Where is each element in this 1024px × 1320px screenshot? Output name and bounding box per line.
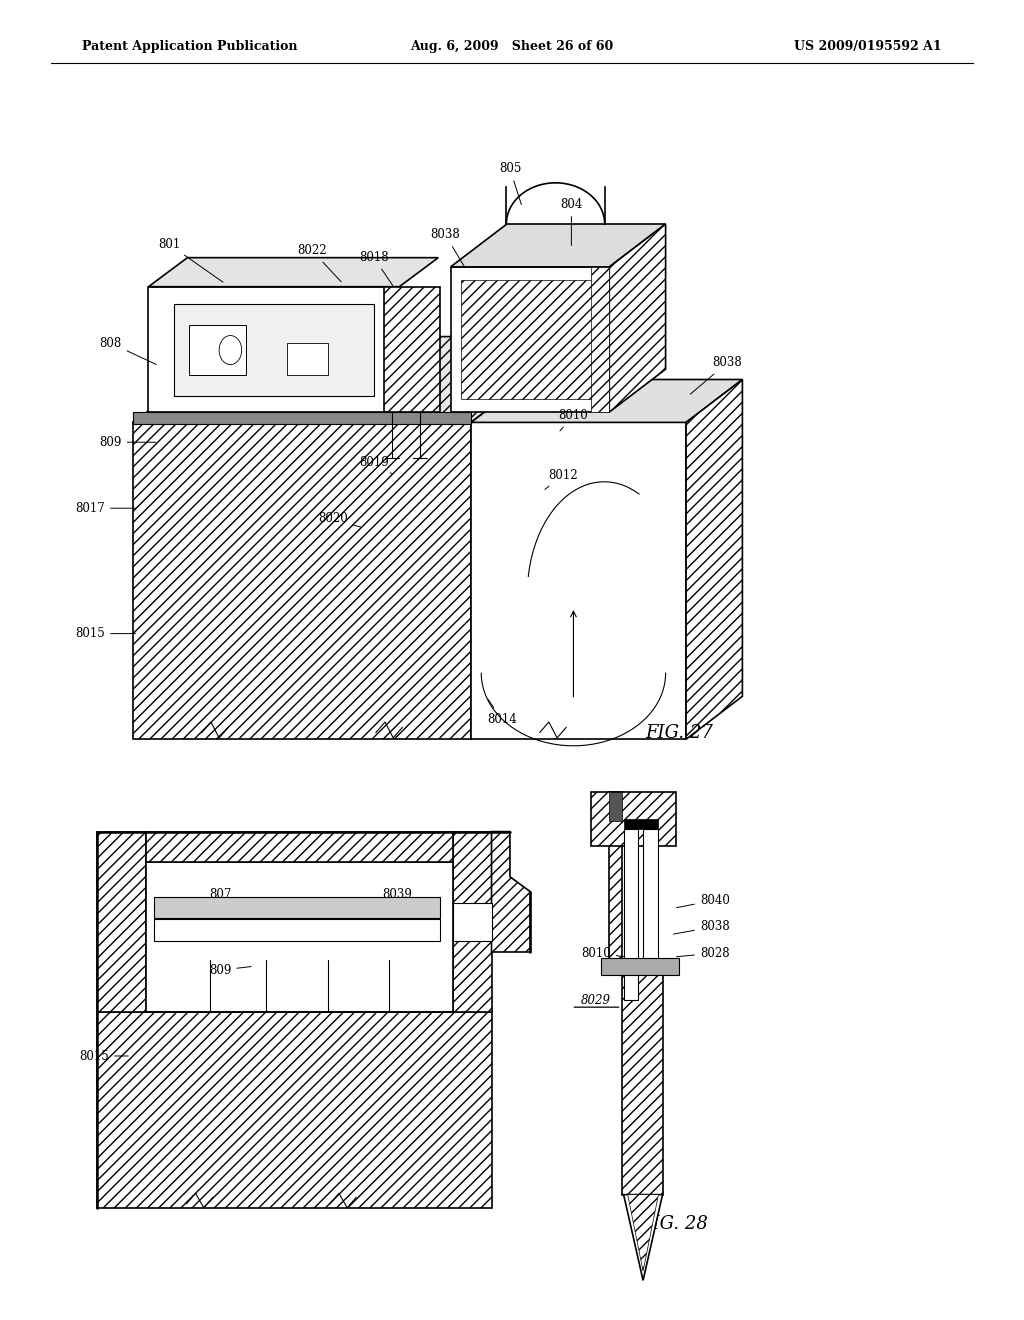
Polygon shape bbox=[148, 286, 399, 412]
Polygon shape bbox=[624, 818, 658, 829]
Polygon shape bbox=[609, 224, 666, 412]
Polygon shape bbox=[622, 975, 663, 1195]
Text: 8029: 8029 bbox=[581, 994, 611, 1007]
Polygon shape bbox=[609, 792, 622, 821]
Polygon shape bbox=[146, 832, 453, 862]
Text: 8038: 8038 bbox=[430, 228, 465, 267]
Polygon shape bbox=[133, 337, 584, 422]
Text: 8017: 8017 bbox=[75, 502, 135, 515]
Bar bbox=[154, 919, 440, 941]
Text: 8010: 8010 bbox=[581, 946, 624, 960]
Text: 8038: 8038 bbox=[674, 920, 730, 935]
Text: 8010: 8010 bbox=[558, 409, 589, 430]
Polygon shape bbox=[384, 286, 440, 412]
Polygon shape bbox=[601, 958, 679, 975]
Text: 8014: 8014 bbox=[486, 700, 517, 726]
Polygon shape bbox=[148, 257, 438, 286]
Bar bbox=[154, 898, 440, 919]
Text: 8038: 8038 bbox=[690, 356, 742, 395]
Polygon shape bbox=[492, 832, 530, 952]
Text: 805: 805 bbox=[499, 162, 521, 205]
Bar bbox=[453, 903, 492, 941]
Polygon shape bbox=[624, 829, 638, 1001]
Polygon shape bbox=[453, 832, 492, 1012]
Polygon shape bbox=[643, 829, 658, 966]
Text: 8028: 8028 bbox=[677, 946, 729, 960]
Bar bbox=[189, 325, 246, 375]
Text: 809: 809 bbox=[209, 964, 251, 977]
Text: 8022: 8022 bbox=[298, 244, 341, 281]
Text: 8019: 8019 bbox=[358, 455, 392, 474]
Polygon shape bbox=[686, 380, 742, 739]
Text: 801: 801 bbox=[158, 238, 223, 282]
Polygon shape bbox=[97, 832, 146, 1012]
Text: 8018: 8018 bbox=[359, 251, 392, 285]
Text: 8015: 8015 bbox=[75, 627, 135, 640]
Text: 8012: 8012 bbox=[545, 469, 578, 490]
Polygon shape bbox=[591, 267, 609, 412]
Polygon shape bbox=[97, 1012, 492, 1208]
Polygon shape bbox=[133, 412, 471, 424]
Text: 8040: 8040 bbox=[677, 894, 730, 908]
Text: 8015: 8015 bbox=[79, 1049, 128, 1063]
Polygon shape bbox=[133, 422, 471, 739]
Text: 8039: 8039 bbox=[382, 888, 416, 907]
Bar bbox=[287, 343, 328, 375]
Polygon shape bbox=[461, 280, 599, 399]
Text: 808: 808 bbox=[99, 337, 157, 364]
Bar bbox=[174, 304, 374, 396]
Text: 804: 804 bbox=[560, 198, 583, 246]
Text: 8020: 8020 bbox=[317, 512, 360, 527]
Polygon shape bbox=[451, 267, 609, 412]
Bar bbox=[146, 862, 453, 1012]
Text: 807: 807 bbox=[209, 888, 251, 907]
Text: US 2009/0195592 A1: US 2009/0195592 A1 bbox=[795, 40, 942, 53]
Polygon shape bbox=[451, 224, 666, 267]
Text: FIG. 27: FIG. 27 bbox=[645, 723, 713, 742]
Text: Aug. 6, 2009   Sheet 26 of 60: Aug. 6, 2009 Sheet 26 of 60 bbox=[411, 40, 613, 53]
Polygon shape bbox=[628, 1195, 658, 1271]
Text: FIG. 28: FIG. 28 bbox=[640, 1214, 708, 1233]
Polygon shape bbox=[471, 337, 584, 739]
Polygon shape bbox=[609, 792, 622, 966]
Polygon shape bbox=[471, 380, 742, 422]
Text: Patent Application Publication: Patent Application Publication bbox=[82, 40, 297, 53]
Polygon shape bbox=[471, 422, 686, 739]
Polygon shape bbox=[624, 1195, 663, 1280]
Polygon shape bbox=[591, 792, 676, 846]
Text: 809: 809 bbox=[99, 436, 156, 449]
